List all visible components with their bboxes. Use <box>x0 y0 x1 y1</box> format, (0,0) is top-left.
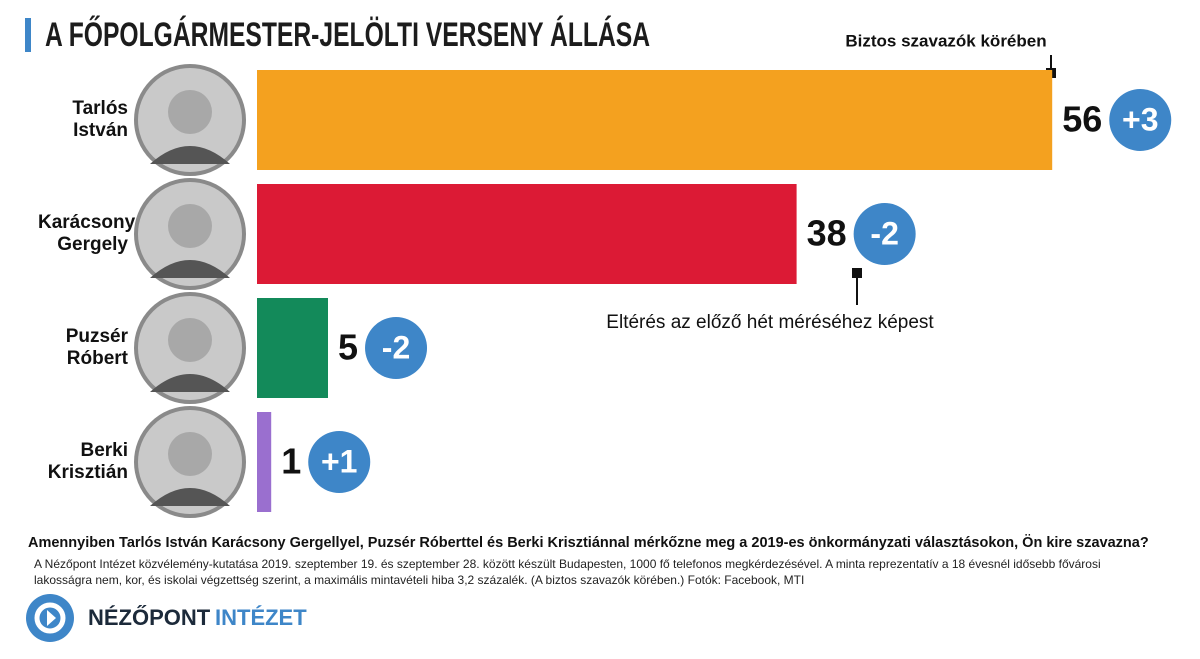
category-label: Karácsony Gergely <box>38 212 136 255</box>
logo-text: NÉZŐPONT <box>88 605 211 630</box>
change-badge <box>1109 89 1172 151</box>
value-label: 1 <box>281 441 301 482</box>
value-label: 56 <box>1062 99 1102 140</box>
category-label: Berki Krisztián <box>47 440 128 483</box>
bar <box>257 184 797 284</box>
bar <box>257 70 1053 170</box>
value-label: 38 <box>807 213 847 254</box>
photo-head <box>168 204 212 248</box>
title-accent <box>25 18 31 52</box>
category-label: Tarlós István <box>72 98 128 141</box>
change-badge <box>853 203 916 265</box>
logo-icon-ring <box>34 602 66 634</box>
annotation-marker <box>852 268 862 278</box>
change-badge <box>308 431 371 493</box>
logo-icon-arrow <box>47 610 56 626</box>
photo-body <box>150 374 230 392</box>
photo-head <box>168 318 212 362</box>
chart-title: A FŐPOLGÁRMESTER-JELÖLTI VERSENY ÁLLÁSA <box>45 16 650 54</box>
annotation: Biztos szavazók körében <box>845 31 1046 50</box>
bar <box>257 412 272 512</box>
footnote: A Nézőpont Intézet közvélemény-kutatása … <box>34 557 1101 587</box>
value-label: 5 <box>338 327 358 368</box>
annotation: Eltérés az előző hét méréséhez képest <box>606 312 934 333</box>
bar <box>257 298 328 398</box>
change-label: -2 <box>870 215 898 251</box>
change-label: +3 <box>1122 101 1158 137</box>
change-label: -2 <box>382 329 410 365</box>
question: Amennyiben Tarlós István Karácsony Gerge… <box>28 535 1149 551</box>
photo-body <box>150 146 230 164</box>
logo-text: INTÉZET <box>215 605 307 630</box>
photo-body <box>150 488 230 506</box>
photo-head <box>168 90 212 134</box>
change-label: +1 <box>321 443 357 479</box>
photo-body <box>150 260 230 278</box>
photo-head <box>168 432 212 476</box>
category-label: Puzsér Róbert <box>65 326 128 369</box>
change-badge <box>365 317 428 379</box>
